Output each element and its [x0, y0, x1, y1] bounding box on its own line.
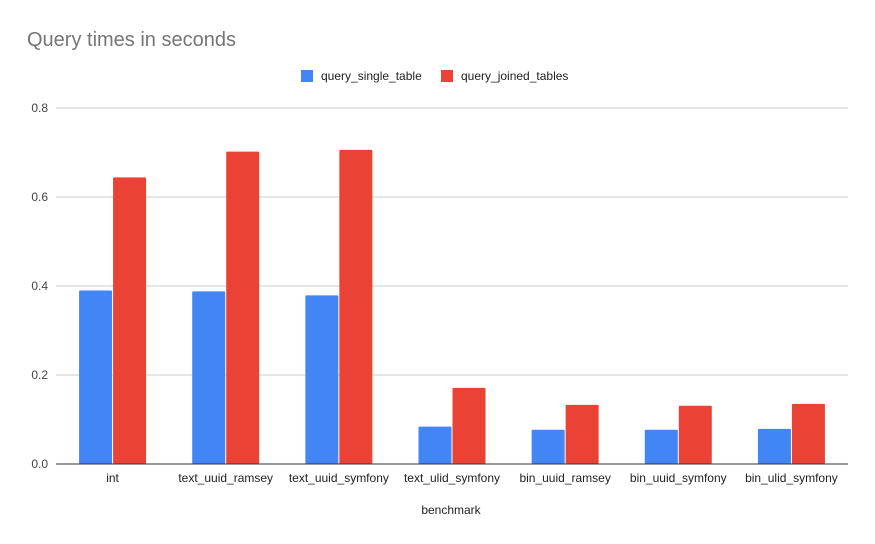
chart-title: Query times in seconds: [27, 29, 236, 51]
bar-query-joined-tables-bin-ulid-symfony: [791, 403, 825, 464]
y-tick-label: 0.0: [31, 457, 48, 471]
x-tick-label: text_uuid_ramsey: [178, 471, 273, 485]
bar-query-joined-tables-bin-uuid-ramsey: [565, 404, 599, 464]
y-tick-label: 0.8: [31, 101, 48, 115]
bar-query-joined-tables-text-ulid-symfony: [452, 387, 486, 464]
bar-query-joined-tables-text-uuid-ramsey: [226, 151, 260, 465]
x-tick-label: bin_uuid_symfony: [630, 471, 727, 485]
legend: query_single_table query_joined_tables: [301, 69, 568, 83]
bar-query-single-table-text-uuid-ramsey: [192, 291, 226, 464]
bar-query-single-table-int: [79, 290, 113, 464]
x-tick-label: bin_uuid_ramsey: [519, 471, 610, 485]
bar-query-joined-tables-int: [113, 177, 147, 465]
bar-query-joined-tables-bin-uuid-symfony: [678, 405, 712, 464]
x-tick-label: text_ulid_symfony: [404, 471, 500, 485]
bar-query-joined-tables-text-uuid-symfony: [339, 149, 373, 464]
bar-query-single-table-text-ulid-symfony: [418, 426, 452, 464]
y-tick-label: 0.6: [31, 190, 48, 204]
y-tick-label: 0.4: [31, 279, 48, 293]
bar-query-single-table-bin-uuid-symfony: [644, 429, 678, 464]
x-tick-label: bin_ulid_symfony: [745, 471, 838, 485]
x-tick-label: text_uuid_symfony: [289, 471, 389, 485]
x-axis-label: benchmark: [421, 503, 481, 517]
bar-query-single-table-bin-ulid-symfony: [757, 428, 791, 464]
y-axis-ticks: 0.0 0.2 0.4 0.6 0.8: [31, 101, 48, 471]
y-tick-label: 0.2: [31, 368, 48, 382]
x-tick-label: int: [106, 471, 119, 485]
legend-swatch-query-joined-tables: [441, 70, 453, 82]
bar-query-single-table-text-uuid-symfony: [305, 295, 339, 464]
x-axis-ticks: int text_uuid_ramsey text_uuid_symfony text…: [106, 471, 838, 485]
bar-query-single-table-bin-uuid-ramsey: [531, 429, 565, 464]
bars: [79, 149, 825, 465]
legend-label-query-single-table: query_single_table: [321, 69, 422, 83]
legend-swatch-query-single-table: [301, 70, 313, 82]
gridlines: [56, 107, 848, 376]
legend-label-query-joined-tables: query_joined_tables: [461, 69, 568, 83]
